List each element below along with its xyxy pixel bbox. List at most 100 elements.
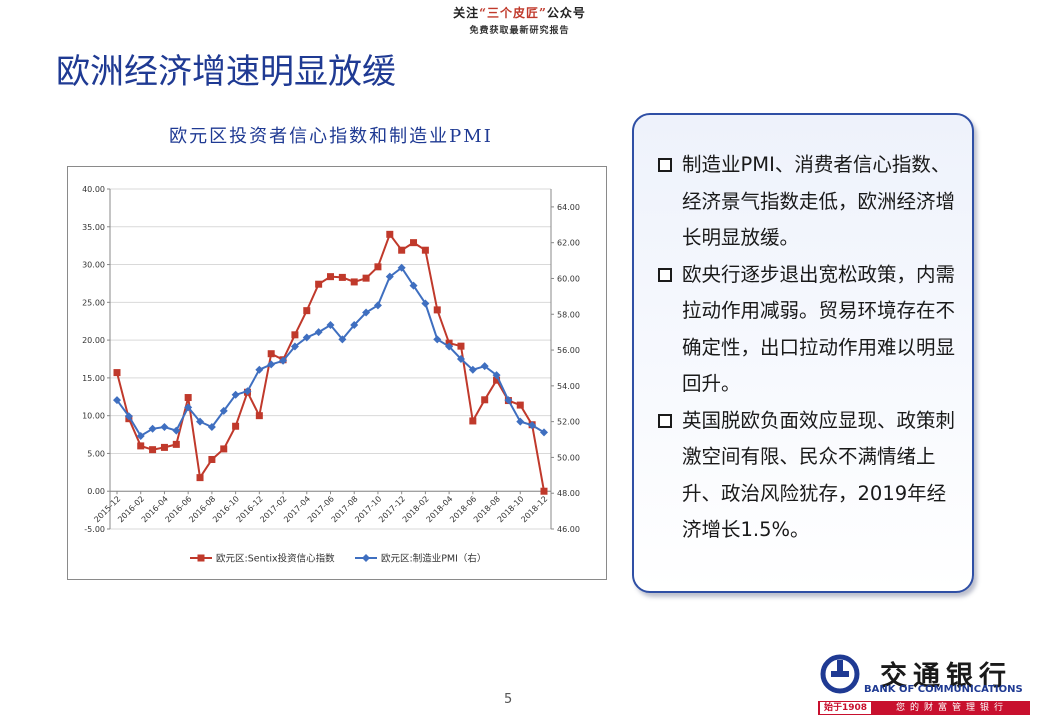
data-point — [374, 263, 382, 271]
left-axis-tick-label: 30.00 — [82, 261, 105, 270]
promo-line-1: 关注“三个皮匠”公众号 — [0, 4, 1039, 21]
data-point — [469, 417, 477, 425]
data-point — [516, 401, 524, 409]
data-point — [350, 321, 359, 329]
data-point — [385, 272, 394, 281]
left-axis-tick-label: 0.00 — [87, 487, 105, 496]
legend-marker — [197, 554, 205, 562]
slide-title: 欧洲经济增速明显放缓 — [56, 52, 396, 92]
square-bullet-icon — [658, 158, 672, 172]
left-axis-tick-label: 40.00 — [82, 185, 105, 194]
data-point — [456, 355, 465, 363]
square-bullet-icon — [658, 413, 672, 428]
x-axis-tick-label: 2018-12 — [519, 494, 549, 524]
promo-highlight: “三个皮匠” — [479, 6, 547, 20]
data-point — [124, 412, 133, 421]
square-bullet-icon — [658, 267, 672, 282]
data-point — [184, 394, 192, 402]
data-point — [457, 342, 465, 350]
data-point — [184, 403, 193, 412]
data-point — [160, 423, 169, 431]
promo-banner: 关注“三个皮匠”公众号 免费获取最新研究报告 — [0, 4, 1039, 36]
bullet-list: 制造业PMI、消费者信心指数、经济景气指数走低，欧洲经济增长明显放缓。 欧央行逐… — [658, 147, 964, 549]
left-axis-tick-label: 5.00 — [87, 449, 105, 458]
data-point — [540, 487, 548, 495]
data-point — [231, 390, 240, 399]
bullet-text-1: 制造业PMI、消费者信心指数、经济景气指数走低，欧洲经济增长明显放缓。 — [682, 153, 956, 249]
data-point — [480, 362, 489, 371]
data-point — [338, 335, 347, 344]
data-point — [290, 342, 299, 351]
left-axis-tick-label: 20.00 — [82, 336, 105, 345]
data-point — [172, 426, 181, 435]
data-point — [516, 417, 525, 426]
data-point — [220, 445, 228, 453]
left-axis-tick-label: 10.00 — [82, 412, 105, 421]
data-point — [196, 417, 205, 426]
data-point — [433, 306, 441, 314]
data-point — [137, 442, 145, 450]
page-number: 5 — [504, 692, 513, 707]
data-point — [397, 263, 406, 272]
promo-suffix: 公众号 — [546, 6, 586, 20]
data-point — [314, 328, 323, 337]
left-axis-tick-label: 25.00 — [82, 298, 105, 307]
data-point — [243, 387, 252, 396]
data-point — [279, 356, 288, 365]
data-point — [409, 281, 418, 290]
data-point — [540, 428, 548, 437]
chart-frame: -5.00 0.00 5.00 10.00 15.00 20.00 25.00 30.00 35… — [67, 166, 607, 580]
data-point — [113, 369, 121, 377]
data-point — [196, 474, 204, 482]
data-point — [255, 365, 264, 374]
promo-line-2: 免费获取最新研究报告 — [469, 26, 570, 36]
logo-since: 始于1908 — [820, 702, 872, 714]
data-point — [445, 342, 454, 351]
data-point — [149, 446, 157, 454]
data-point — [528, 421, 537, 430]
data-point — [492, 371, 501, 380]
line-chart: -5.00 0.00 5.00 10.00 15.00 20.00 25.00 30.00 35… — [82, 185, 580, 565]
data-point — [160, 443, 168, 451]
data-point — [468, 365, 477, 374]
bank-emblem-icon — [820, 654, 860, 694]
left-axis-tick-label: 15.00 — [82, 374, 105, 383]
right-axis-tick-label: 58.00 — [557, 310, 580, 319]
series-line-1 — [116, 232, 545, 492]
right-axis-tick-label: 56.00 — [557, 346, 580, 355]
data-point — [219, 406, 228, 415]
data-point — [136, 431, 145, 440]
bank-name-cn: 交通银行 — [880, 661, 1012, 692]
bullet-item-2: 欧央行逐步退出宽松政策，内需拉动作用减弱。贸易环境存在不确定性，出口拉动作用难以… — [658, 257, 964, 403]
data-point — [148, 424, 157, 433]
data-point — [386, 230, 394, 238]
summary-panel: 制造业PMI、消费者信心指数、经济景气指数走低，欧洲经济增长明显放缓。 欧央行逐… — [632, 113, 974, 593]
data-point — [421, 246, 429, 254]
right-axis-tick-label: 62.00 — [557, 239, 580, 248]
data-point — [255, 412, 263, 420]
data-point — [373, 301, 382, 310]
right-axis-tick-label: 60.00 — [557, 274, 580, 283]
right-axis-tick-label: 64.00 — [557, 203, 580, 212]
right-axis-tick-label: 50.00 — [557, 453, 580, 462]
data-point — [172, 440, 180, 448]
logo-slogan: 您的财富管理银行 — [896, 703, 1009, 713]
data-point — [504, 396, 513, 405]
right-axis-tick-label: 54.00 — [557, 382, 580, 391]
data-point — [302, 333, 311, 342]
data-point — [327, 273, 334, 281]
data-point — [208, 455, 216, 463]
data-point — [207, 423, 216, 431]
legend-entry-1: 欧元区:Sentix投资信心指数 — [216, 553, 335, 565]
data-point — [326, 321, 335, 329]
data-point — [303, 307, 311, 315]
data-point — [113, 396, 121, 405]
data-point — [315, 280, 323, 288]
bullet-item-3: 英国脱欧负面效应显现、政策刺激空间有限、民众不满情绪上升、政治风险犹存，2019… — [658, 403, 964, 549]
data-point — [398, 246, 406, 254]
data-point — [267, 350, 275, 358]
data-point — [267, 360, 276, 369]
right-axis-tick-label: 46.00 — [557, 525, 580, 534]
legend-marker — [362, 554, 370, 562]
data-point — [410, 239, 418, 247]
